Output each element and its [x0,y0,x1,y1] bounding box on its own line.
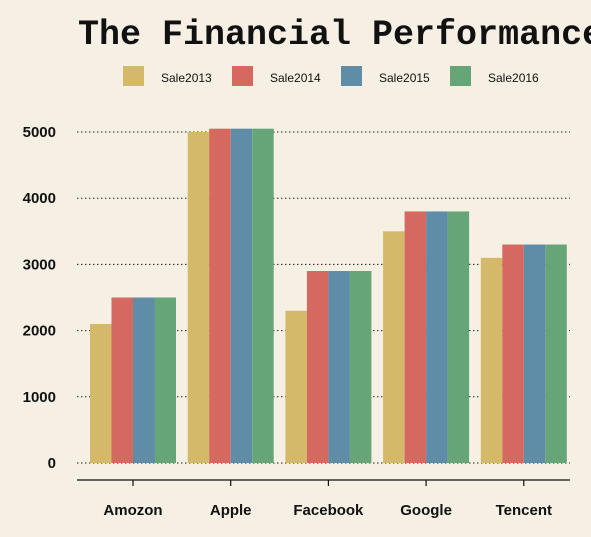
y-tick-label: 4000 [23,190,56,207]
bar [502,244,524,463]
bar [523,244,546,463]
bar [154,297,176,463]
legend-label: Sale2016 [488,71,539,85]
y-tick-label: 3000 [23,256,56,273]
x-tick-label: Google [400,502,452,519]
y-tick-label: 0 [48,455,56,472]
bar [252,128,274,463]
bar [480,257,503,463]
legend-swatch [450,66,471,86]
bar [187,132,210,463]
legend-swatch [341,66,362,86]
bar [404,211,427,463]
bar [209,128,231,463]
bar [90,323,112,463]
legend-swatch [232,66,253,86]
bars [90,128,567,463]
bar [111,297,133,463]
bar [349,271,372,463]
y-tick-label: 2000 [23,323,56,340]
x-tick-label: Amozon [103,502,162,519]
x-tick-label: Tencent [496,502,552,519]
y-tick-label: 5000 [23,124,56,141]
bar [306,271,329,463]
bar [545,244,567,463]
legend-label: Sale2015 [379,71,430,85]
x-tick-label: Apple [210,502,252,519]
chart-title: The Financial Performance [78,15,591,55]
bar [133,297,155,463]
bar [447,211,470,463]
bar [285,310,307,463]
bar [426,211,448,463]
x-axis-ticks: Amozon Apple Facebook Google Tencent [103,480,552,519]
y-axis-ticks: 0 1000 2000 3000 4000 5000 [23,124,56,472]
legend: Sale2013 Sale2014 Sale2015 Sale2016 [123,66,539,86]
legend-swatch [123,66,144,86]
bar [383,231,405,463]
bar [230,128,253,463]
legend-label: Sale2014 [270,71,321,85]
bar [328,271,350,463]
y-tick-label: 1000 [23,389,56,406]
legend-label: Sale2013 [161,71,212,85]
x-tick-label: Facebook [293,502,364,519]
